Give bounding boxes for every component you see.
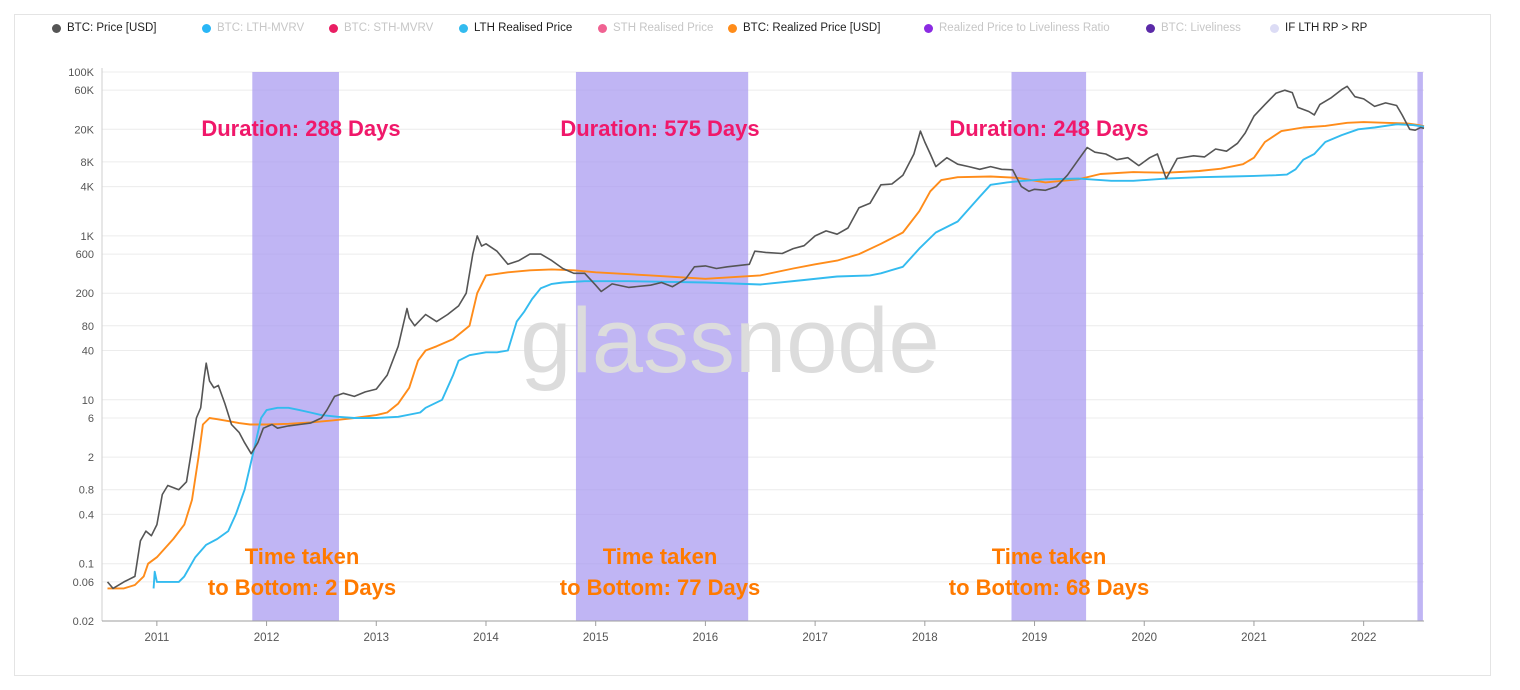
legend-item[interactable]: IF LTH RP > RP: [1270, 22, 1367, 34]
legend-label: LTH Realised Price: [474, 22, 573, 34]
legend-label: BTC: LTH-MVRV: [217, 22, 305, 34]
bottom-annotation: Time taken: [992, 544, 1107, 569]
y-tick-label: 0.1: [79, 559, 94, 571]
y-tick-label: 100K: [68, 67, 94, 79]
duration-annotation: Duration: 575 Days: [560, 116, 759, 141]
duration-annotation: Duration: 288 Days: [201, 116, 400, 141]
y-tick-label: 6: [88, 413, 94, 425]
x-tick-label: 2011: [144, 632, 169, 644]
y-tick-label: 200: [76, 288, 94, 300]
legend-item[interactable]: LTH Realised Price: [459, 22, 572, 34]
legend-swatch: [728, 23, 737, 33]
y-tick-label: 4K: [81, 182, 95, 194]
bottom-annotation: Time taken: [245, 544, 360, 569]
x-tick-label: 2021: [1241, 632, 1267, 644]
chart-legend: BTC: Price [USD] BTC: LTH-MVRV BTC: STH-MV…: [52, 22, 1482, 48]
legend-swatch: [52, 23, 61, 33]
y-tick-label: 8K: [81, 157, 95, 169]
y-tick-label: 40: [82, 345, 94, 357]
bottom-annotation: Time taken: [603, 544, 718, 569]
axes: 100K 60K 20K 8K 4K 1K 600 200 80 40 10 6 2 0.8 0.4 0.1 0…: [68, 67, 1424, 644]
legend-item[interactable]: BTC: LTH-MVRV: [202, 22, 304, 34]
x-tick-label: 2019: [1022, 632, 1048, 644]
x-tick-label: 2020: [1131, 632, 1157, 644]
legend-label: IF LTH RP > RP: [1285, 22, 1368, 34]
legend-label: STH Realised Price: [613, 22, 714, 34]
duration-annotation: Duration: 248 Days: [949, 116, 1148, 141]
x-tick-label: 2013: [363, 632, 389, 644]
legend-item[interactable]: BTC: STH-MVRV: [329, 22, 433, 34]
legend-item[interactable]: BTC: Realized Price [USD]: [728, 22, 880, 34]
x-tick-label: 2014: [473, 632, 499, 644]
y-tick-label: 2: [88, 452, 94, 464]
legend-swatch: [1270, 23, 1279, 33]
bottom-annotation: to Bottom: 2 Days: [208, 575, 396, 600]
y-tick-label: 0.4: [79, 509, 94, 521]
legend-item[interactable]: Realized Price to Liveliness Ratio: [924, 22, 1110, 34]
shaded-region: [1011, 72, 1087, 621]
legend-label: BTC: Realized Price [USD]: [743, 22, 881, 34]
legend-swatch: [202, 23, 211, 33]
legend-swatch: [329, 23, 338, 33]
legend-item[interactable]: BTC: Price [USD]: [52, 22, 156, 34]
legend-item[interactable]: BTC: Liveliness: [1146, 22, 1241, 34]
shaded-region: [1417, 72, 1423, 621]
legend-swatch: [924, 23, 933, 33]
x-tick-label: 2018: [912, 632, 938, 644]
series-line: [152, 123, 1425, 589]
shaded-regions: [252, 72, 1423, 621]
y-tick-label: 600: [76, 249, 94, 261]
watermark: glassnode: [520, 290, 939, 392]
legend-swatch: [1146, 23, 1155, 33]
legend-label: BTC: STH-MVRV: [344, 22, 434, 34]
series-line: [106, 85, 1425, 590]
series-line: [107, 121, 1425, 590]
x-tick-label: 2016: [693, 632, 719, 644]
y-tick-label: 0.8: [79, 485, 94, 497]
y-tick-label: 0.06: [73, 577, 94, 589]
shaded-region: [252, 72, 339, 621]
bottom-annotation: to Bottom: 68 Days: [949, 575, 1149, 600]
y-tick-label: 20K: [74, 124, 94, 136]
legend-swatch: [459, 23, 468, 33]
legend-label: Realized Price to Liveliness Ratio: [939, 22, 1110, 34]
x-tick-label: 2022: [1351, 632, 1377, 644]
y-tick-label: 0.02: [73, 616, 94, 628]
shaded-region: [575, 72, 749, 621]
y-tick-label: 80: [82, 321, 94, 333]
legend-label: BTC: Price [USD]: [67, 22, 157, 34]
series-lines: [106, 85, 1425, 590]
x-tick-label: 2012: [254, 632, 280, 644]
legend-swatch: [598, 23, 607, 33]
annotations: Duration: 288 Days Duration: 575 Days Dura…: [201, 116, 1149, 600]
x-tick-label: 2017: [802, 632, 828, 644]
bottom-annotation: to Bottom: 77 Days: [560, 575, 760, 600]
y-tick-label: 10: [82, 395, 94, 407]
x-tick-label: 2015: [583, 632, 609, 644]
y-tick-label: 1K: [81, 231, 95, 243]
legend-item[interactable]: STH Realised Price: [598, 22, 713, 34]
legend-label: BTC: Liveliness: [1161, 22, 1241, 34]
y-tick-label: 60K: [74, 85, 94, 97]
